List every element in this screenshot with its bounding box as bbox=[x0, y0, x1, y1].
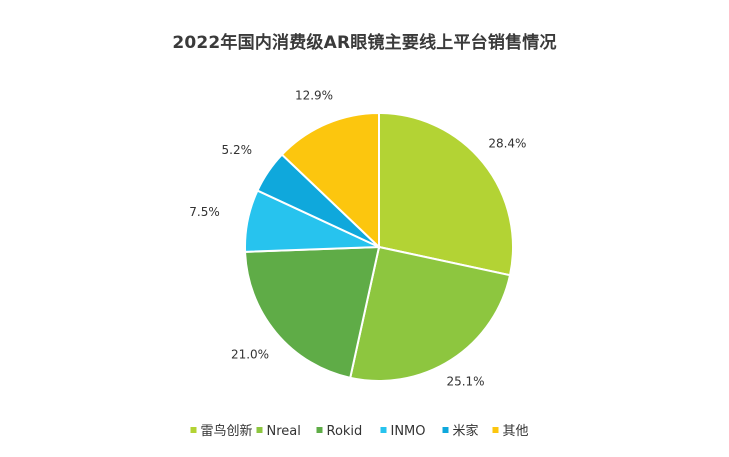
pie-slice-5 bbox=[280, 111, 380, 250]
data-label-1: 25.1% bbox=[446, 375, 484, 389]
legend-item-1: Nreal bbox=[256, 424, 301, 439]
legend-item-4: 米家 bbox=[442, 423, 479, 439]
data-label-3: 7.5% bbox=[189, 205, 220, 219]
pie-data-labels: 28.4% 25.1% 21.0% 7.5% 5.2% 12.9% bbox=[189, 88, 526, 388]
data-label-0: 28.4% bbox=[488, 136, 526, 150]
pie-slices bbox=[244, 111, 514, 382]
pie-slice-2 bbox=[244, 245, 381, 380]
data-label-5: 12.9% bbox=[295, 88, 333, 102]
legend-label-5: 其他 bbox=[503, 424, 529, 439]
legend-label-0: 雷鸟创新 bbox=[201, 423, 253, 439]
pie-slice-1 bbox=[349, 245, 512, 382]
legend-item-5: 其他 bbox=[492, 424, 529, 439]
legend-item-3: INMO bbox=[380, 424, 426, 439]
legend-swatch-3 bbox=[380, 427, 387, 433]
legend-swatch-1 bbox=[256, 427, 263, 433]
legend-swatch-5 bbox=[492, 427, 499, 433]
legend-label-4: 米家 bbox=[453, 423, 479, 439]
legend-swatch-0 bbox=[190, 427, 197, 433]
chart-title: 2022年国内消费级AR眼镜主要线上平台销售情况 bbox=[172, 33, 557, 53]
data-label-4: 5.2% bbox=[222, 143, 253, 157]
legend-item-2: Rokid bbox=[316, 424, 363, 439]
pie-slice-0 bbox=[378, 111, 514, 277]
legend-swatch-2 bbox=[316, 427, 323, 433]
legend-label-2: Rokid bbox=[327, 424, 363, 439]
legend-label-1: Nreal bbox=[267, 424, 301, 439]
chart-legend: 雷鸟创新 Nreal Rokid INMO 米家 其他 bbox=[190, 423, 529, 439]
legend-item-0: 雷鸟创新 bbox=[190, 423, 253, 439]
data-label-2: 21.0% bbox=[231, 348, 269, 362]
legend-label-3: INMO bbox=[391, 424, 426, 439]
legend-swatch-4 bbox=[442, 427, 449, 433]
